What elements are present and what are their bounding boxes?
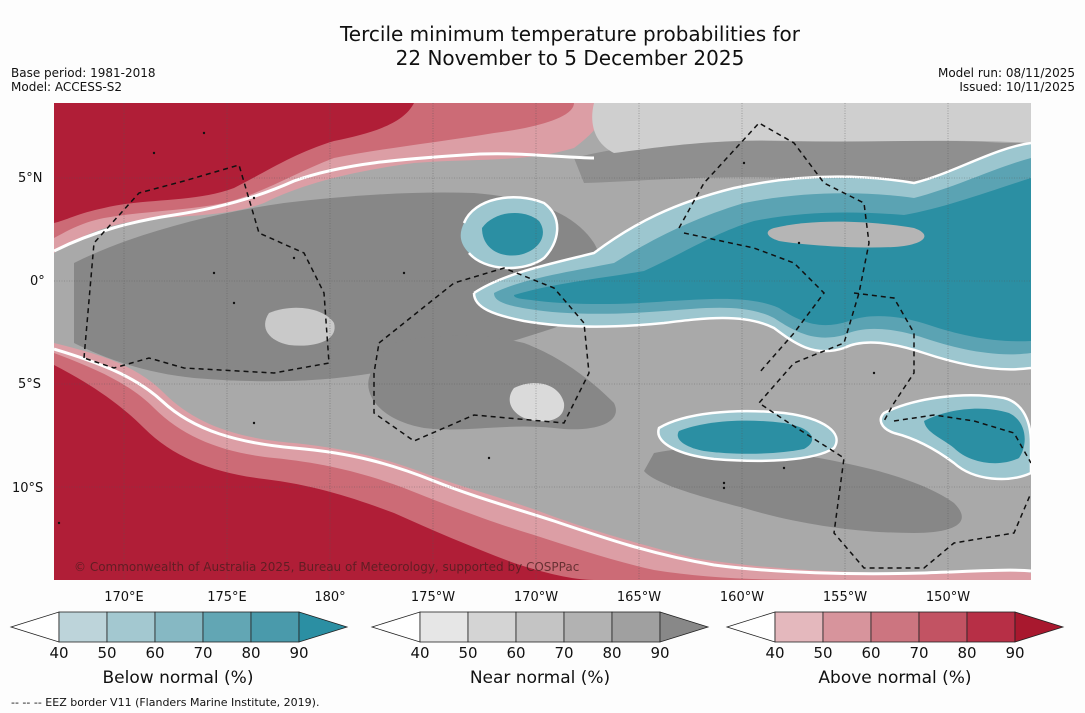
issued-date: Issued: 10/11/2025 (959, 80, 1075, 94)
colorbar-segment (918, 611, 968, 643)
colorbar-tick-label: 60 (506, 644, 526, 662)
colorbar-extend-low (370, 611, 421, 643)
colorbar-tick-label: 50 (813, 644, 833, 662)
eez-border-central (373, 267, 590, 442)
lon-label-180: 180° (314, 590, 346, 605)
colorbar-tick-label: 40 (765, 644, 785, 662)
contour-below-main (473, 141, 1031, 295)
colorbar-segment (870, 611, 920, 643)
colorbar-extend-high (659, 611, 710, 643)
colorbar-tick-label: 80 (602, 644, 622, 662)
near-normal-low-west (265, 307, 335, 346)
colorbar-tick-label: 90 (289, 644, 309, 662)
island-specks (57, 131, 876, 525)
colorbar-tick-label: 80 (957, 644, 977, 662)
colorbar-tick-label: 70 (909, 644, 929, 662)
colorbar-tick-label: 70 (554, 644, 574, 662)
colorbar-extend-low (725, 611, 776, 643)
title-line-2: 22 November to 5 December 2025 (395, 46, 745, 70)
lon-label-175e: 175°E (207, 590, 247, 605)
colorbar-above-title: Above normal (%) (818, 668, 972, 688)
lon-label-150w: 150°W (925, 590, 971, 605)
contour-40-north (54, 152, 595, 253)
contour-below-main-south (472, 292, 1031, 371)
colorbar-segment (250, 611, 300, 643)
model-run-info: Model run: 08/11/2025 Issued: 10/11/2025 (938, 66, 1075, 94)
below-normal-north-blob-core (482, 212, 543, 256)
colorbar-tick-label: 40 (410, 644, 430, 662)
map-canvas (54, 103, 1031, 580)
model-run: Model run: 08/11/2025 (937, 66, 1075, 80)
eez-border-kiribati-west (83, 164, 330, 374)
map-title: Tercile minimum temperature probabilitie… (0, 22, 1085, 70)
title-line-1: Tercile minimum temperature probabilitie… (339, 22, 801, 46)
colorbar-extend-high (1014, 611, 1065, 643)
eez-border-east (678, 122, 1031, 569)
base-period-info: Base period: 1981-2018 Model: ACCESS-S2 (11, 66, 156, 94)
eez-footnote: -- -- -- EEZ border V11 (Flanders Marine… (11, 696, 320, 709)
contour-below-south-east (879, 394, 1031, 481)
eez-borders (83, 122, 1031, 569)
colorbar-below (9, 611, 349, 643)
eez-border-inner (683, 232, 825, 374)
above-normal-north-core (54, 103, 414, 223)
colorbar-segment (154, 611, 204, 643)
eez-border-loop (853, 292, 915, 422)
colorbar-extend-low (9, 611, 60, 643)
contour-below-south-west (657, 409, 838, 463)
below-normal-south-west-core (677, 420, 813, 454)
contour-40-south (54, 347, 1031, 576)
colorbar-tick-label: 50 (97, 644, 117, 662)
gridlines (54, 103, 1031, 580)
lat-label-5n: 5°N (18, 171, 43, 186)
colorbar-segment (611, 611, 661, 643)
lat-label-0: 0° (30, 274, 45, 289)
base-period: Base period: 1981-2018 (11, 66, 156, 80)
lat-label-10s: 10°S (12, 481, 44, 496)
colorbar-tick-label: 80 (241, 644, 261, 662)
near-normal-low-spot (509, 383, 565, 422)
near-normal-high-south (644, 447, 962, 533)
probability-map (54, 103, 1031, 580)
colorbar-segment (419, 611, 469, 643)
colorbar-segment (822, 611, 872, 643)
colorbar-segment (58, 611, 108, 643)
near-normal-island-in-below (767, 221, 925, 248)
near-normal-low-north (592, 103, 1031, 153)
colorbar-near-title: Near normal (%) (469, 668, 611, 688)
near-normal-high-north (574, 140, 1031, 186)
colorbar-segment (467, 611, 517, 643)
colorbar-tick-label: 90 (1005, 644, 1025, 662)
colorbar-segment (106, 611, 156, 643)
colorbar-tick-label: 70 (193, 644, 213, 662)
model-name: Model: ACCESS-S2 (11, 80, 123, 94)
colorbar-segment (563, 611, 613, 643)
lon-label-165w: 165°W (616, 590, 662, 605)
lon-label-155w: 155°W (822, 590, 868, 605)
colorbar-extend-high (298, 611, 349, 643)
colorbar-tick-label: 40 (49, 644, 69, 662)
below-normal-south-east-core (924, 408, 1025, 464)
colorbar-near (370, 611, 710, 643)
colorbar-tick-label: 90 (650, 644, 670, 662)
copyright-notice: © Commonwealth of Australia 2025, Bureau… (74, 560, 580, 574)
above-normal-south-core (54, 365, 594, 580)
colorbar-below-title: Below normal (%) (102, 668, 254, 688)
lon-label-170e: 170°E (104, 590, 144, 605)
colorbar-tick-label: 60 (145, 644, 165, 662)
colorbar-tick-label: 60 (861, 644, 881, 662)
colorbar-segment (774, 611, 824, 643)
colorbar-tick-label: 50 (458, 644, 478, 662)
colorbar-segment (202, 611, 252, 643)
lat-label-5s: 5°S (18, 377, 42, 392)
lon-label-160w: 160°W (719, 590, 765, 605)
lon-label-175w: 175°W (410, 590, 456, 605)
colorbars (9, 611, 1065, 643)
below-normal-main-core (514, 178, 1031, 342)
colorbar-above (725, 611, 1065, 643)
lon-label-170w: 170°W (513, 590, 559, 605)
colorbar-segment (515, 611, 565, 643)
colorbar-segment (966, 611, 1016, 643)
